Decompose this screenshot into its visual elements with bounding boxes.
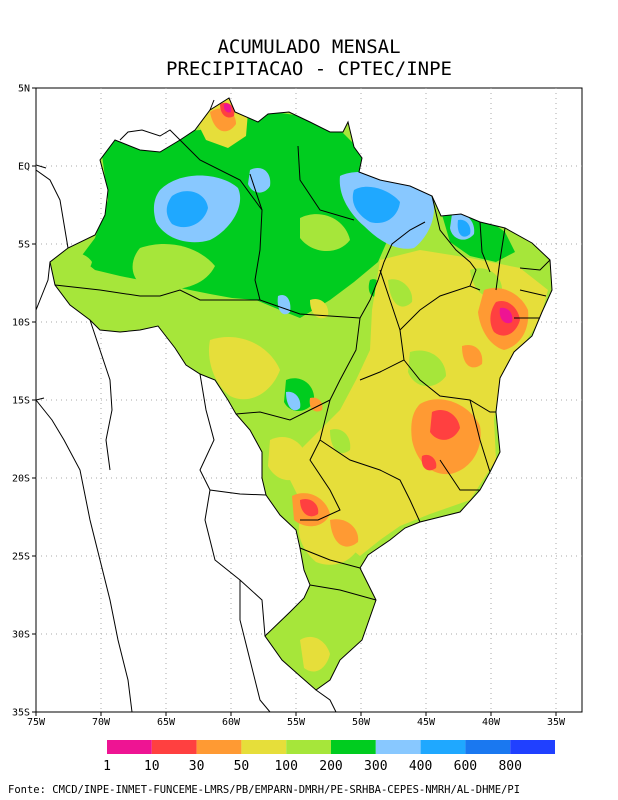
lon-tick-label: 75W	[27, 717, 46, 728]
legend-swatch	[196, 740, 242, 754]
legend-label: 300	[364, 759, 387, 774]
lon-tick-label: 70W	[92, 717, 111, 728]
legend-swatch	[375, 740, 421, 754]
legend: 1 10 30 50 100 200 300 400 600 800	[103, 740, 555, 774]
lon-tick-label: 50W	[352, 717, 371, 728]
lat-tick-label: 15S	[12, 396, 30, 407]
lat-tick-label: 20S	[12, 474, 30, 485]
lat-tick-label: 30S	[12, 630, 30, 641]
boundaries	[36, 97, 553, 712]
lon-tick-label: 60W	[222, 717, 241, 728]
lat-tick-label: 25S	[12, 552, 30, 563]
legend-swatch	[286, 740, 331, 754]
legend-label: 10	[144, 759, 160, 774]
lon-tick-label: 65W	[157, 717, 176, 728]
lon-tick-label: 45W	[417, 717, 436, 728]
legend-label: 1	[103, 759, 111, 774]
lat-tick-label: 5N	[18, 84, 30, 95]
legend-label: 50	[234, 759, 250, 774]
legend-swatch	[241, 740, 287, 754]
legend-label: 200	[319, 759, 342, 774]
legend-label: 400	[409, 759, 432, 774]
lat-tick-label: 5S	[18, 240, 30, 251]
legend-label: 30	[189, 759, 205, 774]
lon-tick-label: 40W	[482, 717, 501, 728]
lon-tick-label: 35W	[547, 717, 566, 728]
legend-swatch	[107, 740, 152, 754]
lon-tick-label: 55W	[287, 717, 306, 728]
legend-swatch	[510, 740, 555, 754]
legend-label: 800	[498, 759, 521, 774]
legend-label: 100	[274, 759, 297, 774]
lat-tick-label: 10S	[12, 318, 30, 329]
legend-swatch	[420, 740, 466, 754]
map-title-line2: PRECIPITACAO - CPTEC/INPE	[166, 58, 452, 80]
lat-tick-label: 35S	[12, 708, 30, 719]
legend-label: 600	[454, 759, 477, 774]
source-footer: Fonte: CMCD/INPE-INMET-FUNCEME-LMRS/PB/E…	[8, 784, 521, 796]
map-title-line1: ACUMULADO MENSAL	[217, 36, 401, 58]
legend-swatch	[151, 740, 197, 754]
legend-swatch	[331, 740, 376, 754]
lat-tick-label: EQ	[18, 162, 30, 173]
legend-swatch	[465, 740, 511, 754]
